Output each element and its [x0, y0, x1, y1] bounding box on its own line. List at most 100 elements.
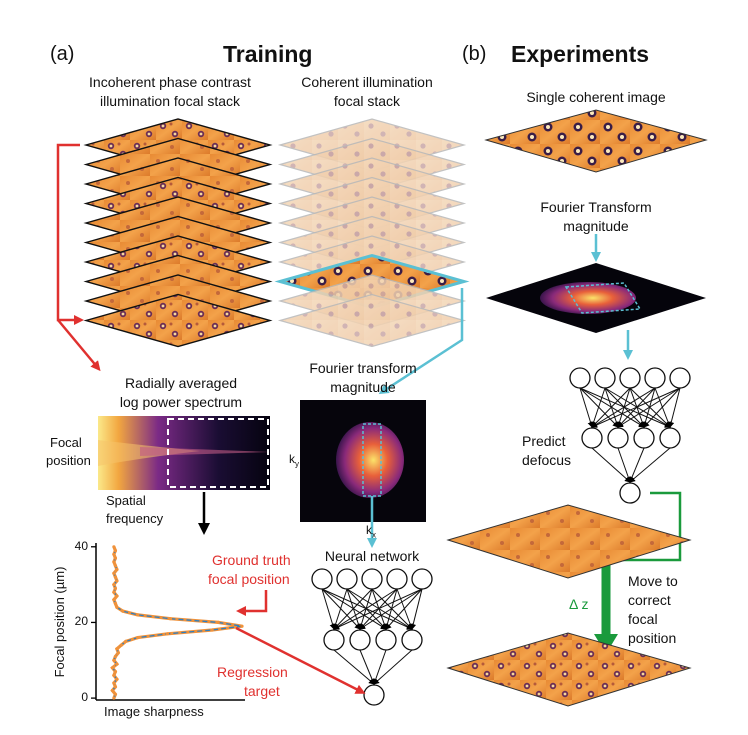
chart-x-label: Image sharpness	[104, 704, 204, 719]
coherent-slice	[277, 293, 467, 348]
data-point	[115, 677, 119, 681]
neural-network-a	[311, 568, 433, 706]
nn-connection	[385, 588, 423, 630]
ft-magnitude-image	[300, 400, 426, 522]
y-tick-label: 40	[74, 538, 88, 553]
nn-connection	[332, 588, 348, 630]
data-point	[112, 681, 116, 685]
move-label-3: focal	[628, 611, 658, 627]
data-point	[112, 590, 116, 594]
spectrum-label-1: Radially averaged	[124, 375, 238, 391]
nn-node	[375, 629, 397, 651]
data-point	[112, 598, 116, 602]
sharpness-chart	[91, 543, 245, 701]
series-line-overlay	[111, 546, 243, 699]
data-point	[112, 552, 116, 556]
coherent-focal-stack	[274, 118, 470, 348]
nn-node	[669, 367, 691, 389]
data-point	[119, 643, 123, 647]
data-point	[136, 636, 140, 640]
ground-truth-label-1: Ground truth	[212, 552, 291, 568]
spatial-frequency-label-1: Spatial	[106, 493, 146, 508]
coherent-stack-label-1: Coherent illumination	[301, 74, 433, 90]
focused-image	[446, 632, 692, 707]
data-point	[168, 617, 173, 621]
data-point	[112, 583, 116, 587]
regression-target-arrow	[235, 626, 366, 694]
stack-to-spectrum-arrow	[57, 319, 101, 372]
data-point	[113, 556, 117, 560]
data-point	[115, 647, 119, 651]
incoherent-slice	[83, 293, 273, 348]
nn-connection	[591, 387, 656, 428]
data-point	[113, 692, 117, 696]
single-coherent-image	[484, 109, 708, 173]
nn-node	[336, 568, 358, 590]
data-point	[113, 549, 117, 553]
nn-node	[411, 568, 433, 590]
ft-label-a-1: Fourier transform	[309, 360, 417, 376]
nn-connection	[591, 387, 681, 428]
data-point	[115, 662, 119, 666]
spectrum-label-2: log power spectrum	[119, 394, 243, 410]
spectrum-image	[98, 416, 270, 490]
coherent-stack-label-2: focal stack	[333, 93, 401, 109]
ground-truth-label-2: focal position	[208, 571, 290, 587]
nn-node	[569, 367, 591, 389]
nn-connection	[643, 387, 681, 428]
predict-label-2: defocus	[522, 452, 572, 468]
focal-position-label-2: position	[46, 453, 91, 468]
data-point	[112, 696, 116, 700]
nn-node	[659, 427, 681, 449]
nn-connection	[333, 649, 375, 685]
y-tick-label: 0	[81, 690, 88, 705]
data-point	[216, 620, 220, 625]
data-point	[113, 654, 117, 659]
nn-connection	[359, 588, 423, 630]
ft-label-a-2: magnitude	[330, 379, 396, 395]
focal-position-label-1: Focal	[50, 435, 82, 450]
nn-node	[594, 367, 616, 389]
panel-a-title: Training	[223, 41, 313, 67]
single-image-label: Single coherent image	[526, 89, 666, 105]
ft-label-b-1: Fourier Transform	[540, 199, 652, 215]
nn-connection	[617, 387, 681, 428]
nn-node	[619, 367, 641, 389]
nn-connection	[373, 649, 413, 685]
incoherent-focal-stack	[83, 118, 273, 348]
nn-connection	[668, 387, 681, 428]
neural-network-label: Neural network	[324, 548, 420, 564]
data-point	[121, 609, 125, 613]
data-point	[110, 666, 114, 670]
data-point	[112, 545, 116, 549]
nn-node	[581, 427, 603, 449]
nn-connection	[333, 588, 373, 630]
ground-truth-arrow	[236, 590, 268, 616]
slice-to-ft-arrow	[378, 288, 464, 395]
data-point	[116, 651, 120, 655]
data-point	[113, 685, 117, 689]
nn-node	[607, 427, 629, 449]
nn-node	[619, 482, 641, 504]
nn-connection	[372, 649, 387, 685]
nn-node	[386, 568, 408, 590]
ky-label: ky	[289, 452, 299, 469]
data-point	[112, 571, 116, 575]
regression-label-2: target	[244, 683, 280, 699]
nn-connection	[617, 447, 632, 483]
data-point	[115, 579, 119, 583]
nn-connection	[333, 588, 398, 630]
data-point	[113, 670, 117, 674]
nn-connection	[591, 387, 631, 428]
data-point	[115, 594, 119, 598]
nn-node	[361, 568, 383, 590]
nn-node	[311, 568, 333, 590]
regression-label-1: Regression	[217, 664, 288, 680]
nn-connection	[359, 649, 375, 685]
kx-label: kx	[366, 523, 376, 540]
delta-z-label: Δ z	[569, 596, 589, 612]
nn-connection	[590, 387, 606, 428]
nn-node	[401, 629, 423, 651]
data-point	[113, 601, 117, 606]
neural-network-b	[569, 367, 691, 504]
